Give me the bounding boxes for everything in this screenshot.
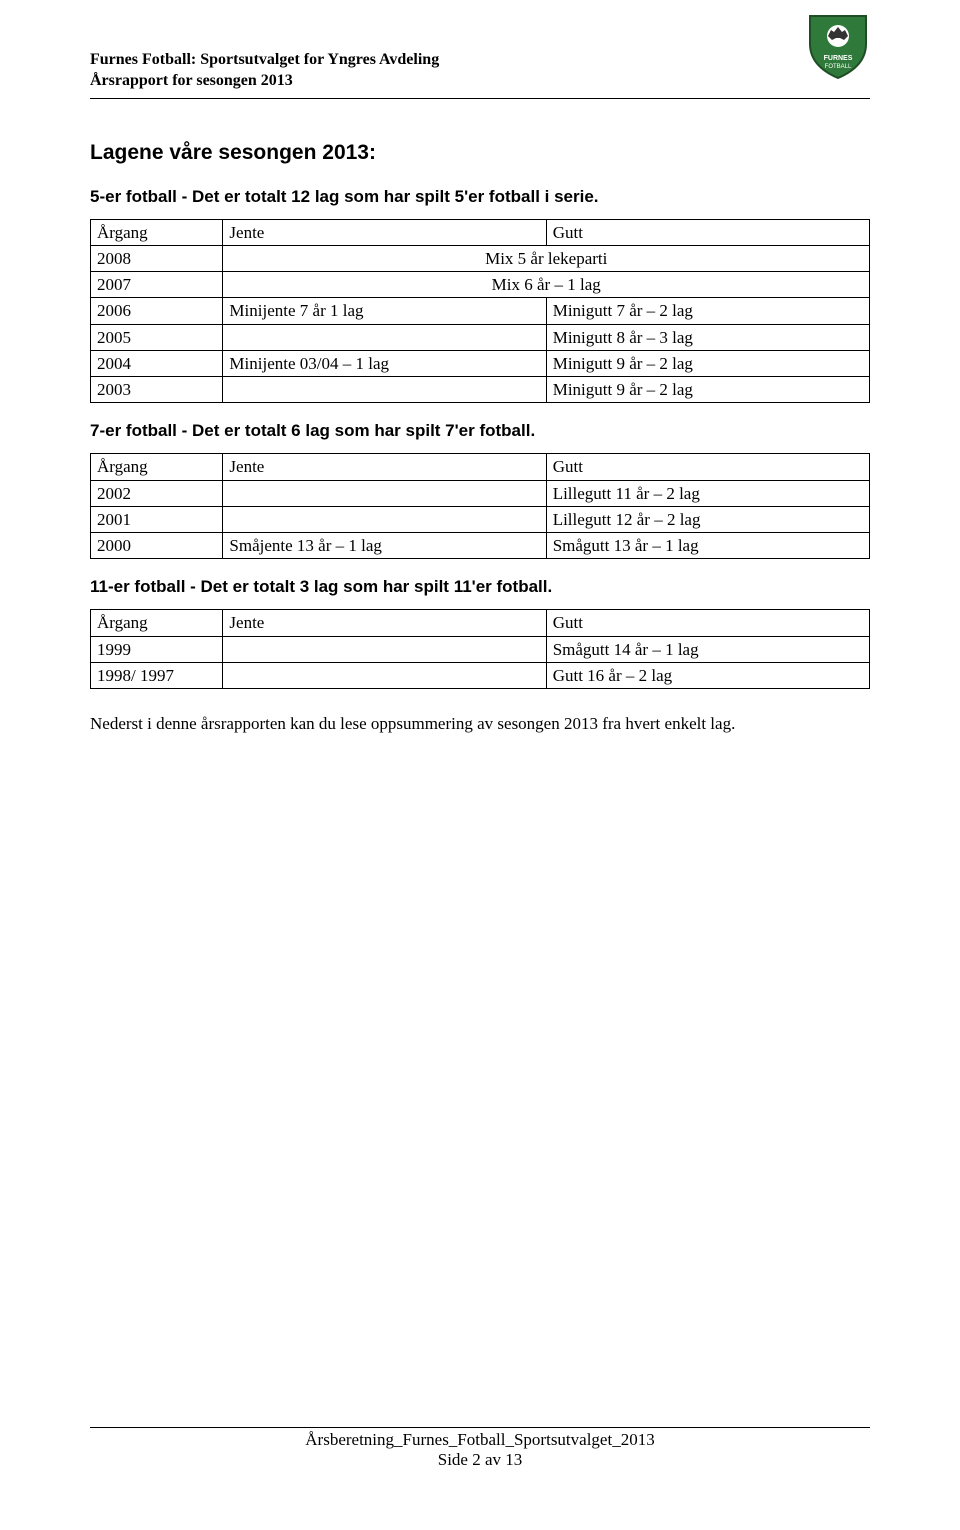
page-header: Furnes Fotball: Sportsutvalget for Yngre… <box>90 50 870 92</box>
cell-year: 2008 <box>91 245 223 271</box>
cell-gutt: Minigutt 7 år – 2 lag <box>546 298 869 324</box>
cell-gutt: Minigutt 9 år – 2 lag <box>546 350 869 376</box>
cell-merged: Mix 5 år lekeparti <box>223 245 870 271</box>
cell-jente: Småjente 13 år – 1 lag <box>223 533 546 559</box>
teams-table: ÅrgangJenteGutt2008Mix 5 år lekeparti200… <box>90 219 870 404</box>
table-row: 2001 Lillegutt 12 år – 2 lag <box>91 506 870 532</box>
table-row: 2006Minijente 7 år 1 lagMinigutt 7 år – … <box>91 298 870 324</box>
table-row: 1998/ 1997 Gutt 16 år – 2 lag <box>91 662 870 688</box>
cell-year: 2004 <box>91 350 223 376</box>
club-crest-icon: FURNES FOTBALL <box>806 10 870 80</box>
table-header-row: ÅrgangJenteGutt <box>91 219 870 245</box>
cell-jente <box>223 324 546 350</box>
table-row: 1999 Smågutt 14 år – 1 lag <box>91 636 870 662</box>
cell-year: 1998/ 1997 <box>91 662 223 688</box>
footer-rule <box>90 1427 870 1428</box>
column-header: Årgang <box>91 610 223 636</box>
table-row: 2004Minijente 03/04 – 1 lagMinigutt 9 år… <box>91 350 870 376</box>
cell-jente: Minijente 03/04 – 1 lag <box>223 350 546 376</box>
footer-line-2: Side 2 av 13 <box>90 1450 870 1470</box>
table-row: 2007Mix 6 år – 1 lag <box>91 272 870 298</box>
body-paragraph: Nederst i denne årsrapporten kan du lese… <box>90 713 870 735</box>
cell-year: 2003 <box>91 377 223 403</box>
column-header: Gutt <box>546 454 869 480</box>
column-header: Jente <box>223 454 546 480</box>
cell-jente <box>223 506 546 532</box>
cell-gutt: Smågutt 13 år – 1 lag <box>546 533 869 559</box>
table-header-row: ÅrgangJenteGutt <box>91 454 870 480</box>
cell-gutt: Gutt 16 år – 2 lag <box>546 662 869 688</box>
svg-text:FURNES: FURNES <box>824 55 853 62</box>
cell-jente <box>223 377 546 403</box>
cell-merged: Mix 6 år – 1 lag <box>223 272 870 298</box>
cell-jente: Minijente 7 år 1 lag <box>223 298 546 324</box>
column-header: Årgang <box>91 219 223 245</box>
svg-text:FOTBALL: FOTBALL <box>825 64 852 70</box>
cell-year: 2006 <box>91 298 223 324</box>
cell-year: 2005 <box>91 324 223 350</box>
column-header: Årgang <box>91 454 223 480</box>
cell-jente <box>223 480 546 506</box>
cell-gutt: Minigutt 8 år – 3 lag <box>546 324 869 350</box>
teams-table: ÅrgangJenteGutt1999Smågutt 14 år – 1 lag… <box>90 609 870 689</box>
header-line-2: Årsrapport for sesongen 2013 <box>90 71 870 92</box>
cell-year: 2000 <box>91 533 223 559</box>
table-row: 2003 Minigutt 9 år – 2 lag <box>91 377 870 403</box>
table-row: 2005 Minigutt 8 år – 3 lag <box>91 324 870 350</box>
footer-line-1: Årsberetning_Furnes_Fotball_Sportsutvalg… <box>90 1430 870 1450</box>
column-header: Gutt <box>546 219 869 245</box>
cell-jente <box>223 636 546 662</box>
table-row: 2000Småjente 13 år – 1 lagSmågutt 13 år … <box>91 533 870 559</box>
cell-gutt: Lillegutt 11 år – 2 lag <box>546 480 869 506</box>
section-heading: 5-er fotball - Det er totalt 12 lag som … <box>90 187 870 207</box>
section-heading: 7-er fotball - Det er totalt 6 lag som h… <box>90 421 870 441</box>
table-row: 2008Mix 5 år lekeparti <box>91 245 870 271</box>
cell-year: 2002 <box>91 480 223 506</box>
cell-gutt: Lillegutt 12 år – 2 lag <box>546 506 869 532</box>
header-rule <box>90 98 870 99</box>
cell-gutt: Smågutt 14 år – 1 lag <box>546 636 869 662</box>
column-header: Gutt <box>546 610 869 636</box>
column-header: Jente <box>223 610 546 636</box>
header-line-1: Furnes Fotball: Sportsutvalget for Yngre… <box>90 50 870 71</box>
cell-gutt: Minigutt 9 år – 2 lag <box>546 377 869 403</box>
cell-jente <box>223 662 546 688</box>
cell-year: 2007 <box>91 272 223 298</box>
cell-year: 2001 <box>91 506 223 532</box>
page-footer: Årsberetning_Furnes_Fotball_Sportsutvalg… <box>90 1427 870 1470</box>
main-title: Lagene våre sesongen 2013: <box>90 141 870 165</box>
table-header-row: ÅrgangJenteGutt <box>91 610 870 636</box>
table-row: 2002 Lillegutt 11 år – 2 lag <box>91 480 870 506</box>
cell-year: 1999 <box>91 636 223 662</box>
section-heading: 11-er fotball - Det er totalt 3 lag som … <box>90 577 870 597</box>
teams-table: ÅrgangJenteGutt2002Lillegutt 11 år – 2 l… <box>90 453 870 559</box>
column-header: Jente <box>223 219 546 245</box>
